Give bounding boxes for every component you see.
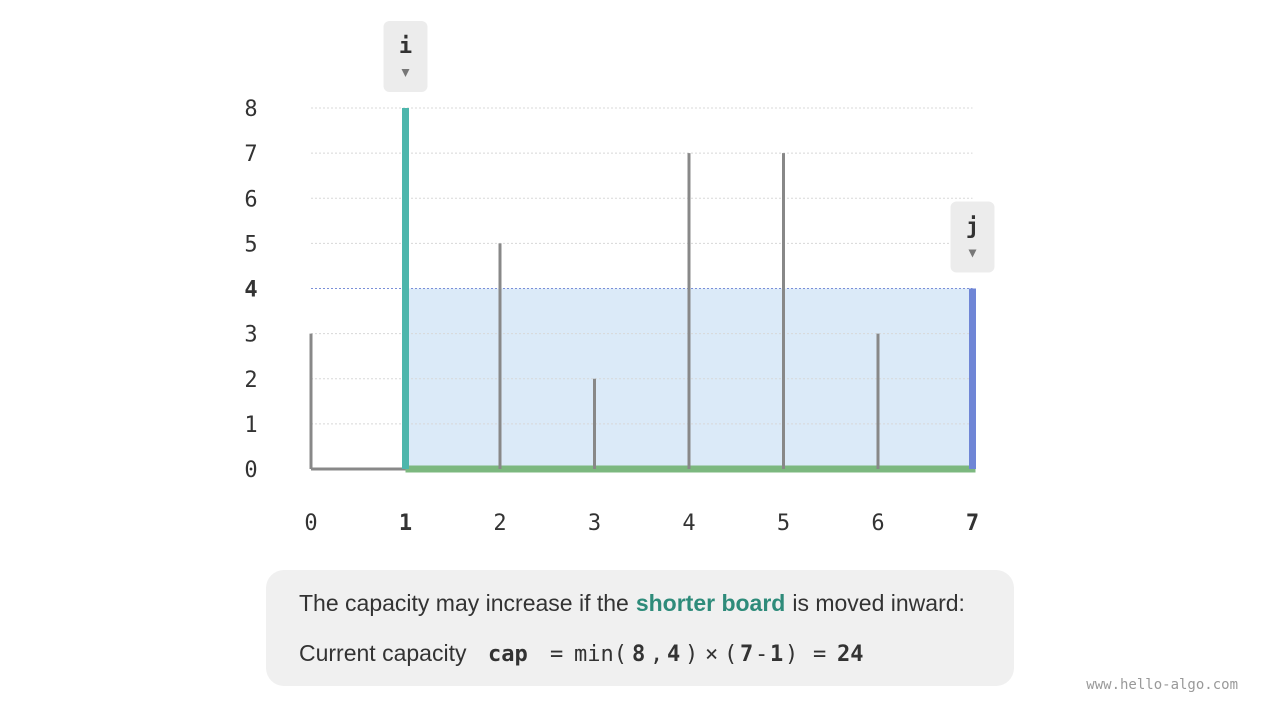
formula-token: , — [650, 642, 663, 667]
y-tick-label: 0 — [244, 458, 257, 483]
formula-token: ( — [724, 642, 737, 667]
caption-line: The capacity may increase if the shorter … — [299, 590, 965, 616]
x-tick-label: 4 — [682, 511, 695, 536]
formula-token: min( — [574, 642, 627, 667]
watermark: www.hello-algo.com — [1086, 677, 1238, 693]
y-tick-label: 6 — [244, 187, 257, 212]
formula-token: ) — [785, 642, 798, 667]
y-tick-label: 5 — [244, 232, 257, 257]
x-tick-label: 2 — [493, 511, 506, 536]
caption-highlight: shorter board — [636, 590, 786, 616]
formula-token: 4 — [667, 642, 680, 667]
x-tick-label: 3 — [588, 511, 601, 536]
pointer-label: i — [399, 34, 412, 59]
formula-token: - — [755, 642, 768, 667]
x-tick-label: 6 — [871, 511, 884, 536]
formula-token: 8 — [632, 642, 645, 667]
x-tick-label: 1 — [399, 511, 412, 536]
pointer-box — [383, 21, 428, 92]
formula-token: = — [550, 642, 563, 667]
formula-token: 7 — [740, 642, 753, 667]
caption-text: The capacity may increase if the — [299, 590, 629, 616]
caption-label: Current capacity — [299, 640, 467, 666]
formula: cap = min(8, 4) ×(7-1) = 24 — [488, 642, 864, 667]
x-tick-label: 7 — [966, 511, 979, 536]
pointer-box — [950, 201, 995, 273]
y-tick-label: 1 — [244, 413, 257, 438]
formula-token: cap — [488, 642, 528, 667]
y-tick-label: 8 — [244, 97, 257, 122]
caption-box — [266, 570, 1014, 686]
x-tick-label: 0 — [304, 511, 317, 536]
y-tick-label: 2 — [244, 368, 257, 393]
y-tick-label: 4 — [244, 278, 257, 303]
pointer-arrow — [968, 249, 977, 258]
x-tick-label: 5 — [777, 511, 790, 536]
caption-text: is moved inward: — [792, 590, 965, 616]
pointer-arrow — [401, 69, 410, 77]
y-tick-label: 3 — [244, 323, 257, 348]
formula-token: 1 — [770, 642, 783, 667]
formula-token: 24 — [837, 642, 864, 667]
formula-token: = — [813, 642, 826, 667]
formula-token: ) — [685, 642, 698, 667]
formula-token: × — [705, 642, 718, 667]
pointer-label: j — [966, 215, 979, 240]
y-tick-label: 7 — [244, 142, 257, 167]
